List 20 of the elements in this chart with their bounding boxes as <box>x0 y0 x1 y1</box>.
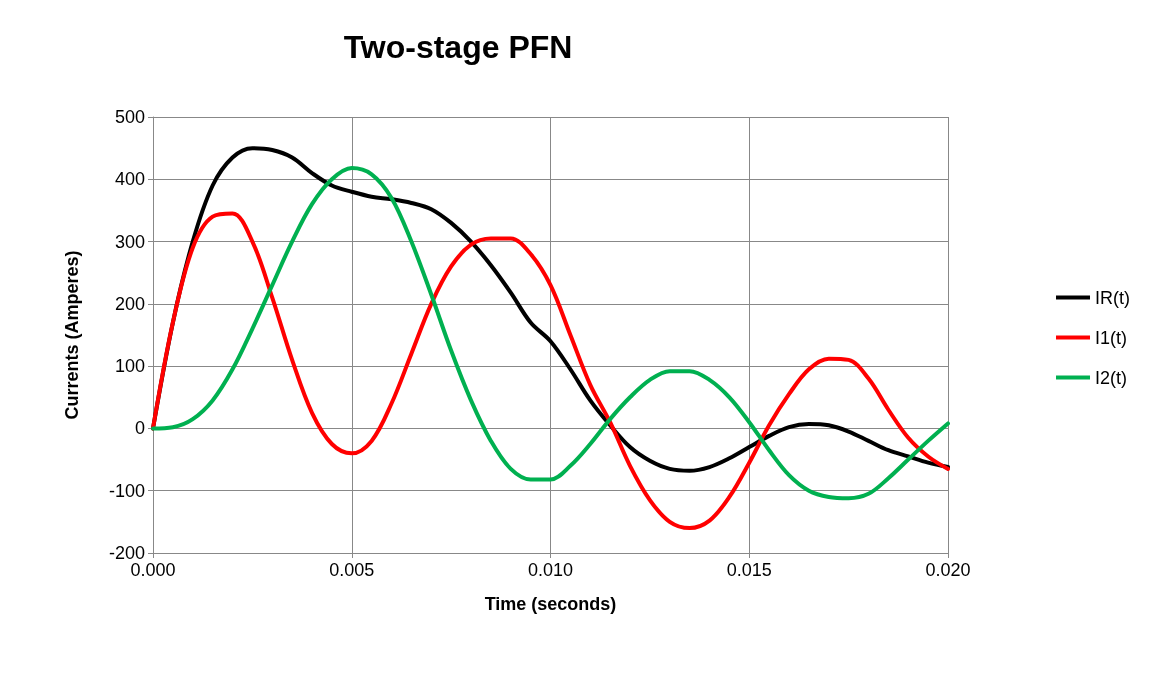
y-tick-label: 0 <box>134 418 145 439</box>
y-tick-label: 300 <box>114 231 145 252</box>
y-tick-label: -100 <box>108 480 145 501</box>
y-axis-title: Currents (Amperes) <box>62 250 82 420</box>
legend-label: IR(t) <box>1095 287 1131 308</box>
x-axis-title: Time (seconds) <box>484 594 617 614</box>
x-tick-label: 0.010 <box>527 560 574 580</box>
y-tick-label: 500 <box>114 107 145 127</box>
x-tick-label: 0.000 <box>130 560 176 580</box>
x-tick-label: 0.020 <box>925 560 971 580</box>
y-tick-label: 100 <box>114 356 145 377</box>
line-series <box>151 211 950 531</box>
y-tick-label: 200 <box>114 293 145 314</box>
legend-label: I2(t) <box>1095 367 1128 388</box>
legend-label: I1(t) <box>1095 327 1128 348</box>
x-tick-label: 0.005 <box>329 560 375 580</box>
x-tick-label: 0.015 <box>726 560 772 580</box>
y-tick-label: -200 <box>108 543 145 563</box>
chart-title: Two-stage PFN <box>343 29 573 65</box>
y-tick-label: 400 <box>114 169 145 190</box>
